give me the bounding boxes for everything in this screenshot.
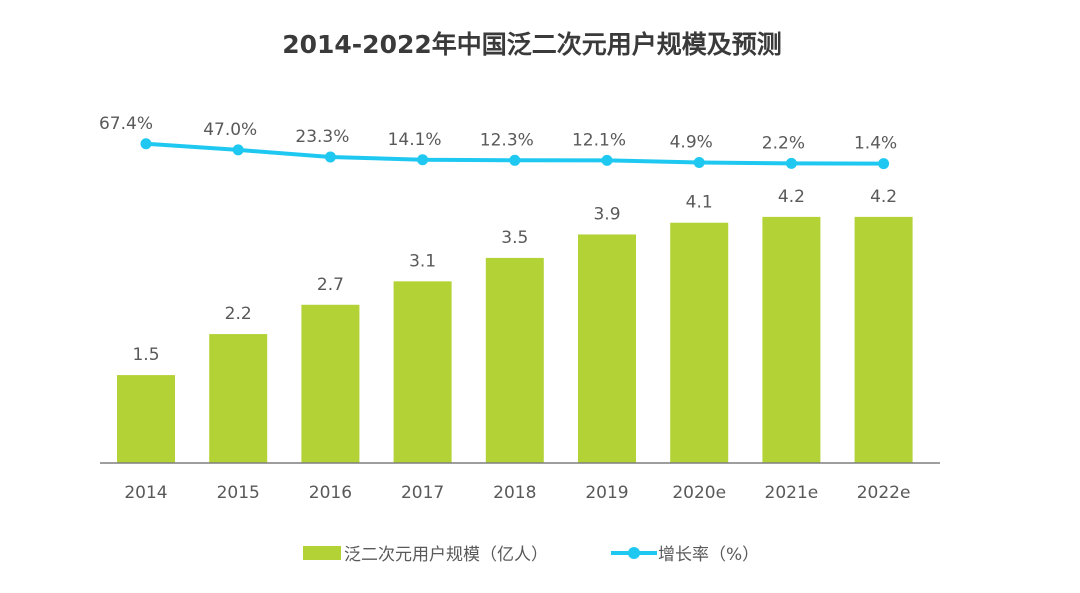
- bar-label-2016: 2.7: [317, 275, 344, 295]
- bar-label-2015: 2.2: [225, 304, 252, 324]
- growth-point-2022e: [878, 158, 890, 170]
- growth-label-2019: 12.1%: [572, 130, 626, 150]
- bar-series: [117, 216, 913, 463]
- growth-point-2015: [232, 144, 244, 156]
- legend-swatch-marker: [628, 547, 640, 559]
- growth-point-2019: [601, 154, 613, 166]
- growth-label-2016: 23.3%: [295, 127, 349, 147]
- bar-label-2018: 3.5: [501, 228, 528, 248]
- x-tick-2020e: 2020e: [672, 483, 726, 503]
- growth-label-2017: 14.1%: [388, 130, 442, 150]
- bar-label-2017: 3.1: [409, 251, 436, 271]
- x-tick-2014: 2014: [124, 483, 167, 503]
- bar-2017: [393, 281, 452, 463]
- growth-point-2020e: [693, 157, 705, 169]
- bar-2019: [578, 234, 636, 463]
- growth-point-2021e: [785, 157, 797, 169]
- legend-label-line: 增长率（%）: [658, 545, 759, 565]
- bar-2022e: [854, 216, 913, 463]
- growth-point-2017: [417, 154, 429, 166]
- bar-2020e: [670, 222, 729, 463]
- growth-label-2021e: 2.2%: [762, 133, 805, 153]
- line-data-labels: 67.4% 47.0% 23.3% 14.1% 12.3% 12.1% 4.9% 2.2% 1.…: [99, 114, 897, 154]
- growth-point-2016: [324, 151, 336, 163]
- x-tick-2018: 2018: [493, 483, 536, 503]
- growth-label-2018: 12.3%: [480, 130, 534, 150]
- x-tick-2015: 2015: [217, 483, 260, 503]
- bar-2021e: [762, 216, 821, 463]
- growth-point-2018: [509, 154, 521, 166]
- x-tick-2022e: 2022e: [857, 483, 911, 503]
- bar-label-2014: 1.5: [132, 345, 159, 365]
- growth-point-2014: [140, 138, 152, 150]
- bar-2018: [485, 257, 544, 463]
- bar-data-labels: 1.5 2.2 2.7 3.1 3.5 3.9 4.1 4.2 4.2: [132, 187, 897, 365]
- x-tick-2021e: 2021e: [765, 483, 819, 503]
- legend-label-bar: 泛二次元用户规模（亿人）: [344, 545, 548, 565]
- chart-title: 2014-2022年中国泛二次元用户规模及预测: [282, 30, 782, 59]
- bar-2016: [301, 304, 360, 463]
- bar-label-2021e: 4.2: [778, 187, 805, 207]
- growth-line-series: [140, 138, 890, 170]
- growth-label-2014: 67.4%: [99, 114, 153, 134]
- growth-label-2015: 47.0%: [203, 120, 257, 140]
- bar-2015: [209, 334, 268, 463]
- bar-2014: [117, 375, 175, 463]
- x-tick-2017: 2017: [401, 483, 444, 503]
- legend: 泛二次元用户规模（亿人） 增长率（%）: [303, 545, 759, 565]
- x-axis-ticks: 2014 2015 2016 2017 2018 2019 2020e 2021e 2022e: [124, 483, 910, 503]
- growth-label-2020e: 4.9%: [670, 133, 713, 153]
- bar-label-2022e: 4.2: [870, 187, 897, 207]
- x-tick-2016: 2016: [309, 483, 352, 503]
- bar-label-2020e: 4.1: [686, 193, 713, 213]
- growth-label-2022e: 1.4%: [854, 134, 897, 154]
- legend-swatch-bar: [303, 546, 341, 560]
- x-tick-2019: 2019: [585, 483, 628, 503]
- bar-label-2019: 3.9: [593, 204, 620, 224]
